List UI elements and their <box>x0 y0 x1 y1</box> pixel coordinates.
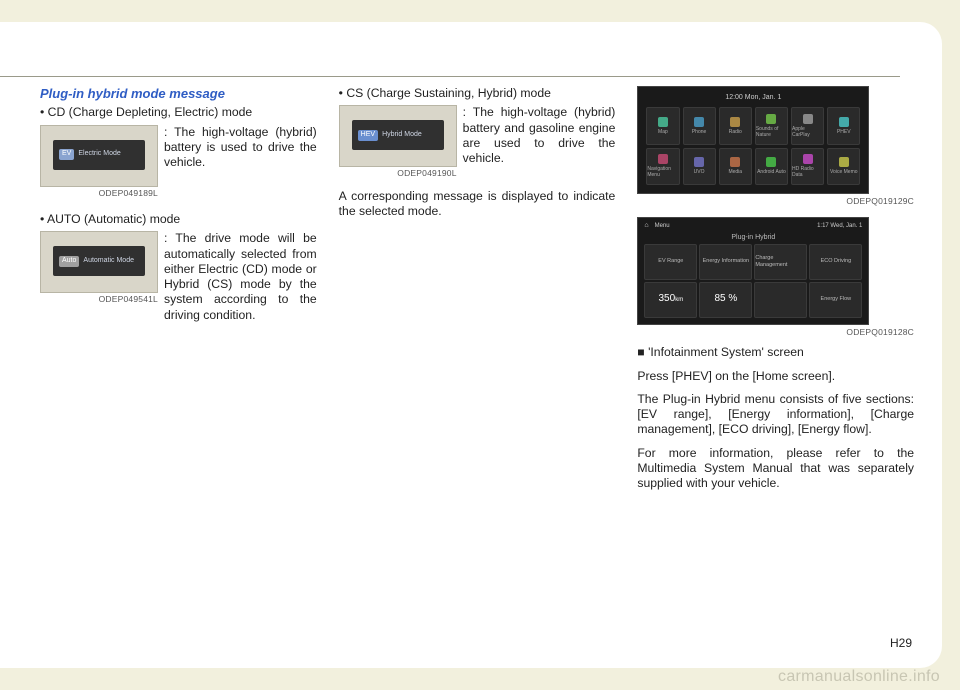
mode-message-para: A corresponding message is dis­played to… <box>339 189 616 220</box>
section-title: Plug-in hybrid mode message <box>40 86 317 102</box>
phev-pane-label: Charge Management <box>755 255 806 269</box>
infotainment-heading: ■ 'Infotainment System' screen <box>637 345 914 360</box>
home-cell: Media <box>719 148 752 186</box>
cd-figure-screen: EV Electric Mode <box>53 140 145 170</box>
home-cell: Apple CarPlay <box>791 107 824 145</box>
phev-pane-label: EV Range <box>658 258 683 265</box>
home-cell: PHEV <box>827 107 860 145</box>
home-cell: Voice Memo <box>827 148 860 186</box>
auto-badge-label: Automatic Mode <box>83 257 134 266</box>
ev-range-value: 350 <box>659 293 676 304</box>
home-cell: Sounds of Nature <box>755 107 788 145</box>
home-cell: UVO <box>683 148 716 186</box>
cs-figure: HEV Hybrid Mode ODEP049190L <box>339 105 457 179</box>
home-cell-label: HD Radio Data <box>792 166 823 179</box>
infotainment-p1: Press [PHEV] on the [Home screen]. <box>637 369 914 384</box>
hev-badge: HEV <box>358 130 378 141</box>
cs-figure-caption: ODEP049190L <box>339 168 457 179</box>
phev-header: ⌂ Menu 1:17 Wed, Jan. 1 <box>644 221 862 233</box>
home-cell-label: Apple CarPlay <box>792 126 823 139</box>
home-cell: Android Auto <box>755 148 788 186</box>
home-cell-label: UVO <box>694 169 705 175</box>
auto-description: : The drive mode will be automati­cally … <box>164 231 317 323</box>
home-cell: Radio <box>719 107 752 145</box>
ev-range-unit: km <box>675 297 683 303</box>
phev-pane-label: Energy Information <box>703 258 749 265</box>
column-2: • CS (Charge Sustaining, Hybrid) mode HE… <box>339 86 616 499</box>
phev-pane: Charge Management <box>754 244 807 280</box>
home-cell: Phone <box>683 107 716 145</box>
cd-heading: • CD (Charge Depleting, Electric) mode <box>40 105 317 120</box>
home-cell-label: Radio <box>729 129 742 135</box>
cd-figure-caption: ODEP049189L <box>40 188 158 199</box>
cd-description: : The high-voltage (hybrid) battery is u… <box>164 125 317 171</box>
hev-badge-label: Hybrid Mode <box>382 131 422 140</box>
column-3: 12:00 Mon, Jan. 1 Map Phone Radio Sounds… <box>637 86 914 499</box>
auto-entry: Auto Automatic Mode ODEP049541L : The dr… <box>40 231 317 323</box>
phev-pane: Energy Information <box>699 244 752 280</box>
home-cell: Navigation Menu <box>646 148 679 186</box>
infotainment-home-caption: ODEPQ019129C <box>637 196 914 207</box>
phev-clock: 1:17 Wed, Jan. 1 <box>817 223 862 231</box>
auto-figure-image: Auto Automatic Mode <box>40 231 158 293</box>
home-cell-label: Navigation Menu <box>647 166 678 179</box>
phev-pane <box>754 282 807 318</box>
home-cell-label: Android Auto <box>757 169 786 175</box>
cs-figure-image: HEV Hybrid Mode <box>339 105 457 167</box>
watermark: carmanualsonline.info <box>778 668 940 686</box>
phev-pane-range: 350km <box>644 282 697 318</box>
page-number: H29 <box>890 636 912 650</box>
cs-figure-screen: HEV Hybrid Mode <box>352 120 444 150</box>
phev-pane-label: ECO Driving <box>821 258 852 265</box>
home-cell-label: Voice Memo <box>830 169 858 175</box>
home-cell: Map <box>646 107 679 145</box>
phev-title: Plug-in Hybrid <box>638 234 868 243</box>
phev-pane: EV Range <box>644 244 697 280</box>
cs-description: : The high-voltage (hybrid) battery and … <box>463 105 616 166</box>
auto-figure-screen: Auto Automatic Mode <box>53 246 145 276</box>
auto-heading: • AUTO (Automatic) mode <box>40 212 317 227</box>
energy-flow-label: Energy Flow <box>821 296 852 303</box>
phev-pane-energy: Energy Flow <box>809 282 862 318</box>
infotainment-p3: For more information, please refer to th… <box>637 446 914 492</box>
ev-badge-label: Electric Mode <box>78 150 120 159</box>
infotainment-home-image: 12:00 Mon, Jan. 1 Map Phone Radio Sounds… <box>637 86 869 194</box>
info-home-grid: Map Phone Radio Sounds of Nature Apple C… <box>646 107 860 185</box>
column-1: Plug-in hybrid mode message • CD (Charge… <box>40 86 317 499</box>
cs-heading: • CS (Charge Sustaining, Hybrid) mode <box>339 86 616 101</box>
top-rule <box>0 76 900 77</box>
home-cell-label: Phone <box>692 129 706 135</box>
phev-panes: EV Range Energy Information Charge Manag… <box>644 244 862 318</box>
ev-badge: EV <box>59 149 74 160</box>
home-cell-label: PHEV <box>837 129 851 135</box>
auto-badge: Auto <box>59 256 79 267</box>
phev-menu-label: Menu <box>655 223 670 231</box>
info-home-clock: 12:00 Mon, Jan. 1 <box>638 91 868 105</box>
phev-pane: ECO Driving <box>809 244 862 280</box>
cd-figure: EV Electric Mode ODEP049189L <box>40 125 158 199</box>
phev-pane-pct: 85 % <box>699 282 752 318</box>
infotainment-p2: The Plug-in Hybrid menu consists of five… <box>637 392 914 438</box>
home-cell-label: Media <box>728 169 742 175</box>
cs-entry: HEV Hybrid Mode ODEP049190L : The high-v… <box>339 105 616 179</box>
home-cell: HD Radio Data <box>791 148 824 186</box>
columns: Plug-in hybrid mode message • CD (Charge… <box>40 86 914 499</box>
infotainment-phev-caption: ODEPQ019128C <box>637 327 914 338</box>
home-cell-label: Map <box>658 129 668 135</box>
home-cell-label: Sounds of Nature <box>756 126 787 139</box>
auto-figure: Auto Automatic Mode ODEP049541L <box>40 231 158 305</box>
auto-figure-caption: ODEP049541L <box>40 294 158 305</box>
cd-figure-image: EV Electric Mode <box>40 125 158 187</box>
infotainment-phev-image: ⌂ Menu 1:17 Wed, Jan. 1 Plug-in Hybrid E… <box>637 217 869 325</box>
page-frame: Plug-in hybrid mode message • CD (Charge… <box>0 22 942 668</box>
battery-pct: 85 % <box>714 293 737 306</box>
cd-entry: EV Electric Mode ODEP049189L : The high-… <box>40 125 317 199</box>
